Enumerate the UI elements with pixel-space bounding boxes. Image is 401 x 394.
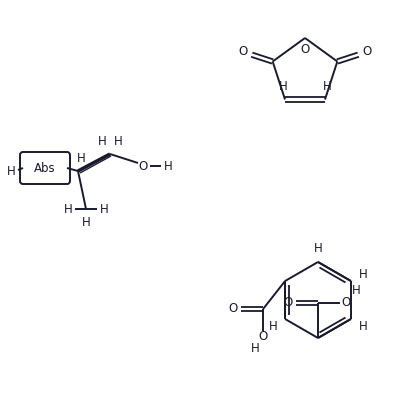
Text: O: O xyxy=(341,297,350,310)
Text: O: O xyxy=(362,45,371,58)
Text: H: H xyxy=(251,342,259,355)
Text: O: O xyxy=(259,331,268,344)
Text: H: H xyxy=(7,165,15,178)
Text: O: O xyxy=(239,45,248,58)
Text: H: H xyxy=(77,152,85,165)
Text: O: O xyxy=(229,303,238,316)
Text: H: H xyxy=(279,80,288,93)
Text: H: H xyxy=(314,242,322,255)
Text: H: H xyxy=(82,216,90,229)
Text: H: H xyxy=(97,134,106,147)
Text: O: O xyxy=(138,160,148,173)
Text: H: H xyxy=(64,203,72,216)
Text: H: H xyxy=(352,284,360,297)
Text: H: H xyxy=(323,80,331,93)
Text: Abs: Abs xyxy=(34,162,56,175)
Text: H: H xyxy=(269,320,277,333)
FancyBboxPatch shape xyxy=(20,152,70,184)
Text: H: H xyxy=(99,203,108,216)
Text: H: H xyxy=(164,160,172,173)
Text: H: H xyxy=(113,134,122,147)
Text: H: H xyxy=(358,268,367,281)
Text: H: H xyxy=(358,320,367,333)
Text: O: O xyxy=(284,297,293,310)
Text: O: O xyxy=(300,43,310,56)
